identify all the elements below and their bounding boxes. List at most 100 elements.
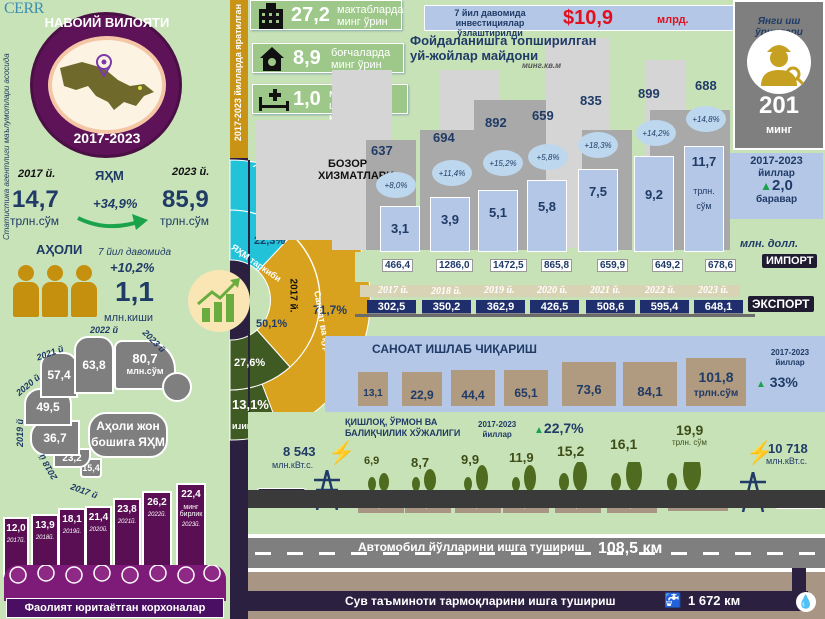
- market-growth-bubble: +8,0%: [376, 172, 416, 198]
- market-growth-bubble: +15,2%: [483, 150, 523, 176]
- enterprise-bar: 23,8 2021й.: [113, 498, 141, 577]
- market-bar-2022: 9,2: [634, 156, 674, 252]
- factory-2021: 73,6: [562, 362, 616, 406]
- market-growth-bubble: +14,8%: [686, 106, 726, 132]
- agri-value: 8,7: [411, 455, 430, 470]
- building-shape: [256, 120, 346, 240]
- market-bar-2018: 3,9: [430, 197, 470, 252]
- population-note: 7 йил давомида: [98, 247, 172, 258]
- person-icon: [13, 265, 39, 317]
- worker-search-icon: [761, 45, 805, 86]
- export-2021: 508,6: [586, 300, 635, 315]
- investment-unit: млрд.: [657, 14, 689, 26]
- market-growth-bubble: +11,4%: [432, 160, 472, 186]
- export-2020: 426,5: [530, 300, 579, 315]
- map-icon: [60, 54, 154, 110]
- schools-box: 27,2 мактабларда минг ўрин: [250, 0, 404, 30]
- badge-years: 2017-2023: [73, 130, 141, 146]
- market-growth-bubble: +14,2%: [636, 120, 676, 146]
- water-drop-icon: 💧: [796, 592, 816, 612]
- industry-2017-value: 50,1%: [256, 318, 288, 330]
- agriculture-2023-value: 13,1%: [232, 397, 269, 412]
- agriculture-2017-value: 27,6%: [234, 357, 266, 369]
- agriculture-summary: 2017-2023 йиллар: [478, 420, 517, 439]
- export-2022: 595,4: [640, 300, 689, 315]
- kindergartens-box: 8,9 боғчаларда минг ўрин: [252, 43, 404, 73]
- water-title: Сув таъминоти тармоқларини ишга тушириш: [345, 594, 616, 608]
- lightning-icon: ⚡: [328, 440, 356, 465]
- import-label: ИМПОРТ: [762, 254, 818, 268]
- growth-arrow-icon: [77, 214, 148, 230]
- people-crowd-icon: [9, 564, 221, 584]
- agri-value: 6,9: [364, 455, 380, 467]
- agriculture-summary-value: ▲22,7%: [534, 420, 584, 436]
- uzbekistan-map: [48, 36, 166, 134]
- factory-2020: 65,1: [504, 370, 548, 406]
- rail-track: [355, 314, 755, 317]
- market-services-title: БОЗОР ХИЗМАТЛАРИ: [318, 158, 395, 182]
- export-2018: 350,2: [422, 300, 471, 315]
- hospital-bed-icon: [259, 89, 289, 111]
- agri-unit: трлн. сўм: [672, 438, 707, 447]
- housing-value-2020: 659: [532, 108, 554, 123]
- school-building-icon: [259, 3, 283, 29]
- person-icon: [71, 265, 97, 317]
- jobs-value: 201: [758, 92, 800, 119]
- export-label: ЭКСПОРТ: [748, 296, 814, 312]
- market-growth-bubble: +5,8%: [528, 144, 568, 170]
- market-bar-2019: 5,1: [478, 190, 518, 252]
- investment-banner: 7 йил давомида инвестициялар ўзлаштирилди…: [424, 5, 736, 38]
- industry-summary-value: ▲ 33%: [756, 374, 798, 390]
- trade-year: 2019 й.: [484, 285, 515, 296]
- trade-year: 2020 й.: [537, 285, 568, 296]
- gdppc-wedge-2022: 63,8: [74, 336, 114, 394]
- import-2020: 865,8: [541, 259, 573, 272]
- import-2017: 466,4: [382, 259, 414, 272]
- agri-value: 16,1: [610, 436, 638, 452]
- import-2019: 1472,5: [490, 259, 527, 272]
- housing-value-2021: 835: [580, 93, 602, 108]
- market-bar-2020: 5,8: [527, 180, 567, 252]
- gdp-end-value: 85,9: [162, 186, 209, 213]
- cerr-logo: CERR: [4, 0, 44, 17]
- industry-title: САНОАТ ИШЛАБ ЧИҚАРИШ: [372, 342, 537, 356]
- energy-start-value: 8 543: [283, 444, 316, 459]
- factory-2019: 44,4: [451, 370, 495, 406]
- gdp-end-year: 2023 й.: [172, 166, 210, 178]
- up-arrow-icon: ▲: [760, 179, 773, 193]
- industry-summary: 2017-2023 йиллар: [770, 348, 810, 367]
- enterprise-bar: 26,2 2022й.: [142, 491, 172, 577]
- housing-value-2023: 688: [695, 78, 717, 93]
- export-2019: 362,9: [476, 300, 525, 315]
- housing-value-2017: 637: [371, 143, 393, 158]
- up-arrow-icon: ▲: [534, 425, 544, 436]
- gdp-growth: +34,9%: [93, 196, 138, 211]
- import-band: [355, 252, 825, 282]
- kindergarten-house-icon: [260, 47, 284, 71]
- agri-value: 15,2: [557, 443, 585, 459]
- hospitals-value: 1,0: [293, 88, 321, 110]
- factory-2023: 101,8 трлн.сўм: [686, 358, 746, 406]
- agriculture-band: [248, 412, 825, 490]
- trade-year: 2018 й.: [431, 286, 462, 297]
- import-2021: 659,9: [597, 259, 629, 272]
- jobs-unit: минг: [765, 124, 793, 136]
- lightning-icon: ⚡: [746, 440, 774, 465]
- energy-end-unit: млн.кВт.с.: [766, 456, 808, 466]
- enterprises-title: Фаолият юритаётган корхоналар: [6, 598, 224, 618]
- population-unit: млн.киши: [104, 312, 154, 324]
- factory-2018: 22,9: [402, 372, 442, 406]
- gdppc-title: Аҳоли жон бошига ЯҲМ: [88, 412, 168, 458]
- market-summary: 2017-2023 йиллар ▲2,0 баравар: [730, 153, 823, 219]
- gdp-start-unit: трлн.сўм: [10, 214, 59, 228]
- inner-ring-year: 2017 й.: [287, 278, 299, 313]
- water-value: 1 672 км: [688, 593, 741, 608]
- water-tap-icon: 🚰: [664, 592, 682, 608]
- wheat-icons: [368, 462, 701, 491]
- trade-year: 2021 й.: [590, 285, 621, 296]
- energy-end-value: 10 718: [768, 441, 808, 456]
- schools-label: мактабларда минг ўрин: [337, 4, 404, 28]
- investment-label: 7 йил давомида инвестициялар ўзлаштирилди: [454, 8, 526, 38]
- agri-value: 11,9: [509, 450, 534, 465]
- schools-value: 27,2: [291, 4, 330, 26]
